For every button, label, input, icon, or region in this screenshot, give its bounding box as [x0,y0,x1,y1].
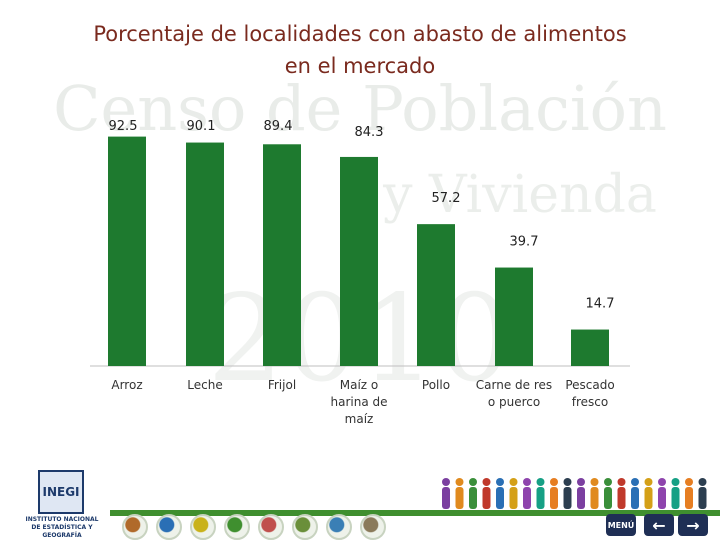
arrow-right-icon: → [686,515,700,535]
chart-title-line1: Porcentaje de localidades con abasto de … [93,22,627,46]
category-label-3-line1: harina de [331,395,388,409]
person-body-icon [671,487,680,509]
person-head-icon [455,478,464,486]
chart-title-line2: en el mercado [284,54,436,78]
value-label-1: 90.1 [187,119,216,134]
person-head-icon [563,478,572,486]
world-icon[interactable] [156,514,182,540]
next-button[interactable]: → [678,514,708,536]
bars-group [108,136,609,366]
footer-bar [110,510,720,516]
category-label-3-line2: maíz [345,412,374,426]
person-body-icon [509,487,518,509]
person-head-icon [644,478,653,486]
person-head-icon [698,478,707,486]
person-head-icon [536,478,545,486]
category-label-6-line1: fresco [572,395,608,409]
chart-title: Porcentaje de localidades con abasto de … [40,18,680,82]
bar-0 [108,136,146,366]
watermark-line1: Censo de Población [53,72,667,145]
person-head-icon [550,478,558,486]
person-body-icon [550,487,558,509]
person-head-icon [509,478,518,486]
person-body-icon [482,487,491,509]
people-icon[interactable] [224,514,250,540]
person-head-icon [590,478,599,486]
person-body-icon [698,487,707,509]
person-head-icon [685,478,693,486]
hands-icon[interactable] [292,514,318,540]
person-body-icon [658,487,666,509]
bar-5 [495,267,533,366]
inegi-logo-caption-line1: INSTITUTO NACIONAL [25,516,99,523]
arrow-left-icon: ← [652,515,666,535]
value-label-2: 89.4 [264,119,293,134]
person-head-icon [604,478,612,486]
person-body-icon [631,487,639,509]
person-body-icon [590,487,599,509]
footer: INEGI INSTITUTO NACIONAL DE ESTADÍSTICA … [0,462,720,540]
category-label-2: Frijol [268,378,296,392]
value-label-6: 14.7 [586,297,615,312]
person-head-icon [469,478,477,486]
people-icon[interactable] [190,514,216,540]
person-body-icon [523,487,531,509]
person-head-icon [496,478,504,486]
people-icon[interactable] [122,514,148,540]
person-body-icon [469,487,477,509]
bar-4 [417,224,455,366]
person-body-icon [536,487,545,509]
menu-button[interactable]: MENÚ [606,514,636,536]
category-label-0: Arroz [111,378,142,392]
person-body-icon [455,487,464,509]
person-body-icon [604,487,612,509]
category-label-3-line0: Maíz o [340,378,379,392]
house-icon[interactable] [258,514,284,540]
menu-label: MENÚ [607,520,635,530]
person-head-icon [617,478,626,486]
value-label-3: 84.3 [355,125,384,140]
person-head-icon [671,478,680,486]
person-head-icon [631,478,639,486]
category-label-5-line0: Carne de res [476,378,552,392]
map-icon[interactable] [326,514,352,540]
person-body-icon [442,487,450,509]
bar-1 [186,142,224,366]
person-head-icon [577,478,585,486]
inegi-logo-mark: INEGI [38,470,84,514]
inegi-logo: INEGI INSTITUTO NACIONAL DE ESTADÍSTICA … [12,470,112,539]
prev-button[interactable]: ← [644,514,674,536]
category-label-1: Leche [187,378,222,392]
category-label-6-line0: Pescado [565,378,614,392]
watermark-line2: y Vivienda [382,165,657,225]
inegi-logo-caption-line2: DE ESTADÍSTICA Y GEOGRAFÍA [31,524,93,539]
people-illustration [442,478,707,509]
bar-2 [263,144,301,366]
value-labels-group: 92.5 90.1 89.4 84.3 57.2 39.7 14.7 [109,119,615,312]
value-label-0: 92.5 [109,119,138,134]
person-body-icon [644,487,653,509]
person-head-icon [523,478,531,486]
inegi-logo-caption: INSTITUTO NACIONAL DE ESTADÍSTICA Y GEOG… [12,516,112,540]
bar-6 [571,329,609,366]
person-head-icon [658,478,666,486]
person-body-icon [496,487,504,509]
value-label-5: 39.7 [510,235,539,250]
person-body-icon [577,487,585,509]
person-body-icon [685,487,693,509]
person-body-icon [617,487,626,509]
category-label-5-line1: o puerco [488,395,540,409]
person-body-icon [563,487,572,509]
category-labels-group: Arroz Leche Frijol Maíz o harina de maíz Pollo… [111,378,614,426]
value-label-4: 57.2 [432,191,461,206]
person-head-icon [442,478,450,486]
category-label-4: Pollo [422,378,450,392]
document-icon[interactable] [360,514,386,540]
person-head-icon [482,478,491,486]
bar-3 [340,156,378,366]
